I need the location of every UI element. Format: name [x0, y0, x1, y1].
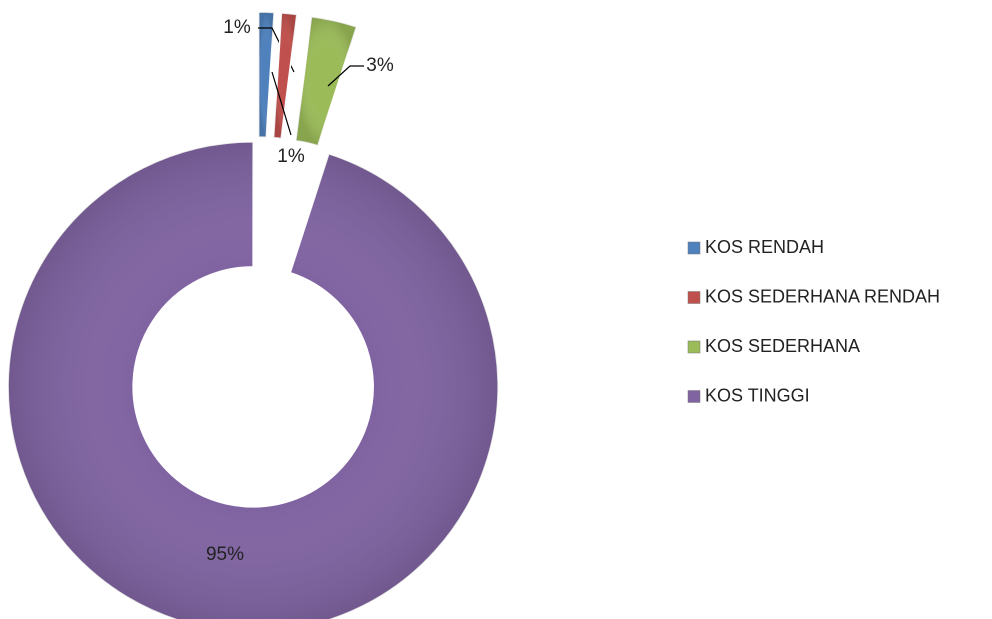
leader-line [271, 71, 292, 136]
slice-shade [258, 12, 275, 138]
data-label: 95% [206, 544, 244, 565]
legend-label: KOS SEDERHANA [705, 336, 860, 356]
slice-shade [273, 13, 297, 139]
data-label: 1% [223, 17, 251, 38]
leader-line [327, 65, 364, 87]
legend-label: KOS TINGGI [705, 385, 810, 405]
legend-swatch [687, 291, 701, 304]
legend-label: KOS RENDAH [705, 237, 824, 257]
legend-swatch [687, 241, 701, 255]
data-label: 1% [277, 146, 305, 167]
data-label: 3% [366, 55, 394, 76]
legend-swatch [687, 390, 701, 403]
legend-label: KOS SEDERHANA RENDAH [705, 286, 940, 306]
slice-shade [8, 141, 499, 619]
slice-shade [295, 16, 357, 146]
legend-swatch [687, 340, 701, 354]
